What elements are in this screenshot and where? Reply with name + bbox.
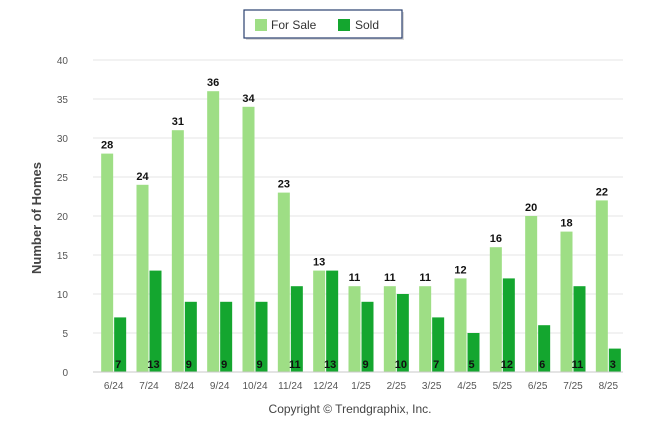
data-labels: 2872413319369349231113131191110117125161…: [101, 77, 616, 371]
x-tick-label: 8/24: [175, 381, 195, 392]
bar-sold: [432, 317, 445, 372]
data-label-sold: 13: [147, 359, 159, 371]
bar-for-sale: [242, 106, 255, 373]
data-label-sold: 7: [433, 359, 439, 371]
y-tick-label: 20: [57, 212, 69, 223]
bar-for-sale: [383, 286, 396, 372]
bar-for-sale: [595, 200, 608, 372]
y-tick-label: 40: [57, 56, 69, 67]
y-tick-label: 25: [57, 173, 69, 184]
bar-for-sale: [277, 192, 290, 372]
data-label-sold: 13: [324, 359, 336, 371]
data-label-for-sale: 13: [313, 257, 325, 269]
data-label-for-sale: 11: [384, 272, 396, 284]
copyright-text: Copyright © Trendgraphix, Inc.: [269, 402, 432, 416]
bar-for-sale: [101, 153, 114, 372]
x-tick-label: 3/25: [422, 381, 442, 392]
y-tick-label: 15: [57, 251, 69, 262]
x-tick-label: 5/25: [493, 381, 513, 392]
data-label-for-sale: 22: [596, 186, 608, 198]
data-label-sold: 10: [395, 359, 407, 371]
bar-sold: [149, 270, 162, 372]
x-tick-label: 6/24: [104, 381, 124, 392]
x-tick-label: 11/24: [278, 381, 303, 392]
legend-label-for-sale: For Sale: [271, 18, 317, 32]
legend-box: [243, 9, 403, 39]
data-label-for-sale: 11: [349, 272, 361, 284]
y-axis-label: Number of Homes: [29, 162, 44, 274]
bar-for-sale: [171, 130, 184, 372]
bar-for-sale: [313, 270, 326, 372]
bar-sold: [326, 270, 339, 372]
y-tick-label: 5: [62, 329, 68, 340]
bar-sold: [255, 301, 268, 372]
data-label-for-sale: 24: [136, 171, 149, 183]
legend-swatch-sold: [338, 19, 350, 31]
bar-for-sale: [419, 286, 432, 372]
data-label-for-sale: 23: [278, 179, 290, 191]
bar-sold: [467, 333, 480, 372]
legend-label-sold: Sold: [355, 18, 379, 32]
x-tick-label: 6/25: [528, 381, 548, 392]
data-label-for-sale: 36: [207, 77, 219, 89]
data-label-sold: 9: [256, 359, 262, 371]
bar-sold: [502, 278, 515, 372]
data-label-for-sale: 12: [454, 264, 466, 276]
x-tick-label: 7/24: [139, 381, 159, 392]
bar-sold: [361, 301, 374, 372]
y-tick-label: 30: [57, 134, 69, 145]
bar-for-sale: [348, 286, 361, 372]
bar-sold: [396, 294, 409, 372]
data-label-sold: 3: [610, 359, 616, 371]
data-label-sold: 7: [115, 359, 121, 371]
bar-for-sale: [207, 91, 220, 372]
bar-for-sale: [136, 184, 149, 372]
data-label-for-sale: 31: [172, 116, 184, 128]
bar-for-sale: [489, 247, 502, 372]
bar-sold: [608, 348, 621, 372]
x-tick-label: 4/25: [457, 381, 477, 392]
y-tick-label: 10: [57, 290, 69, 301]
bar-for-sale: [560, 231, 573, 372]
data-label-sold: 9: [186, 359, 192, 371]
legend: For Sale Sold: [243, 9, 404, 40]
bar-sold: [114, 317, 127, 372]
x-tick-label: 10/24: [242, 381, 267, 392]
y-tick-label: 35: [57, 95, 69, 106]
x-tick-label: 2/25: [387, 381, 407, 392]
x-tick-label: 12/24: [313, 381, 338, 392]
data-label-sold: 11: [289, 359, 301, 371]
x-tick-label: 7/25: [563, 381, 583, 392]
data-label-sold: 6: [539, 359, 545, 371]
legend-swatch-for-sale: [255, 19, 267, 31]
x-tick-label: 9/24: [210, 381, 230, 392]
data-label-sold: 11: [572, 359, 584, 371]
data-label-for-sale: 18: [560, 218, 572, 230]
data-label-for-sale: 20: [525, 202, 537, 214]
x-tick-label: 1/25: [351, 381, 371, 392]
data-label-sold: 9: [221, 359, 227, 371]
bar-sold: [220, 301, 233, 372]
data-label-for-sale: 16: [490, 233, 502, 245]
bar-for-sale: [454, 278, 467, 372]
bar-for-sale: [525, 216, 538, 372]
data-label-sold: 5: [468, 359, 474, 371]
x-tick-label: 8/25: [599, 381, 619, 392]
bar-sold: [184, 301, 197, 372]
data-label-sold: 12: [501, 359, 513, 371]
data-label-for-sale: 28: [101, 140, 113, 152]
data-label-for-sale: 34: [242, 93, 255, 105]
y-tick-label: 0: [62, 368, 68, 379]
data-label-for-sale: 11: [419, 272, 431, 284]
bars: [101, 91, 621, 373]
bar-sold: [573, 286, 586, 372]
bar-sold: [538, 325, 551, 372]
bar-sold: [290, 286, 303, 372]
data-label-sold: 9: [362, 359, 368, 371]
